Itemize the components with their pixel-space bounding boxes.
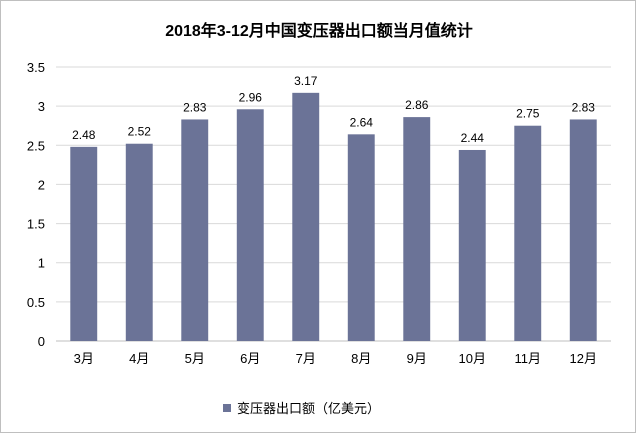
y-tick-label: 2.5 [27,138,45,153]
data-label: 2.83 [183,100,207,114]
y-tick-label: 0 [38,334,45,349]
chart-title: 2018年3-12月中国变压器出口额当月值统计 [165,21,473,40]
x-tick-label: 10月 [459,351,486,366]
bar [403,117,431,341]
bar [70,146,98,341]
y-tick-label: 1.5 [27,217,45,232]
x-axis-ticks: 3月 4月 5月 6月 7月 8月 9月 10月 11月 12月 [74,351,597,366]
x-tick-label: 12月 [570,351,597,366]
x-tick-label: 9月 [407,351,427,366]
x-tick-label: 5月 [185,351,205,366]
data-label: 2.86 [405,98,429,112]
x-tick-label: 11月 [515,351,542,366]
bars [70,92,597,341]
bar [125,143,153,341]
x-tick-label: 8月 [351,351,371,366]
legend-label: 变压器出口额（亿美元） [237,401,380,416]
y-axis-ticks: 0 0.5 1 1.5 2 2.5 3 3.5 [27,60,45,349]
y-tick-label: 3.5 [27,60,45,75]
data-label: 2.96 [239,90,263,104]
data-label: 3.17 [294,74,318,88]
x-tick-label: 7月 [296,351,316,366]
bar [236,109,264,341]
legend-swatch [223,404,231,412]
bar [347,134,375,341]
data-labels: 2.48 2.52 2.83 2.96 3.17 2.64 2.86 2.44 2.75 2.83 [72,74,595,145]
bar [292,92,320,341]
x-tick-label: 4月 [129,351,149,366]
x-tick-label: 3月 [74,351,94,366]
bar [458,149,486,341]
y-tick-label: 2 [38,177,45,192]
data-label: 2.44 [461,131,485,145]
bar [181,119,209,341]
data-label: 2.75 [516,107,540,121]
data-label: 2.52 [128,125,152,139]
data-label: 2.64 [350,115,374,129]
y-tick-label: 1 [38,256,45,271]
bar [569,119,597,341]
y-tick-label: 3 [38,99,45,114]
y-tick-label: 0.5 [27,295,45,310]
data-label: 2.48 [72,128,96,142]
x-tick-label: 6月 [240,351,260,366]
bar [514,125,542,341]
data-label: 2.83 [572,100,596,114]
legend: 变压器出口额（亿美元） [223,401,380,416]
